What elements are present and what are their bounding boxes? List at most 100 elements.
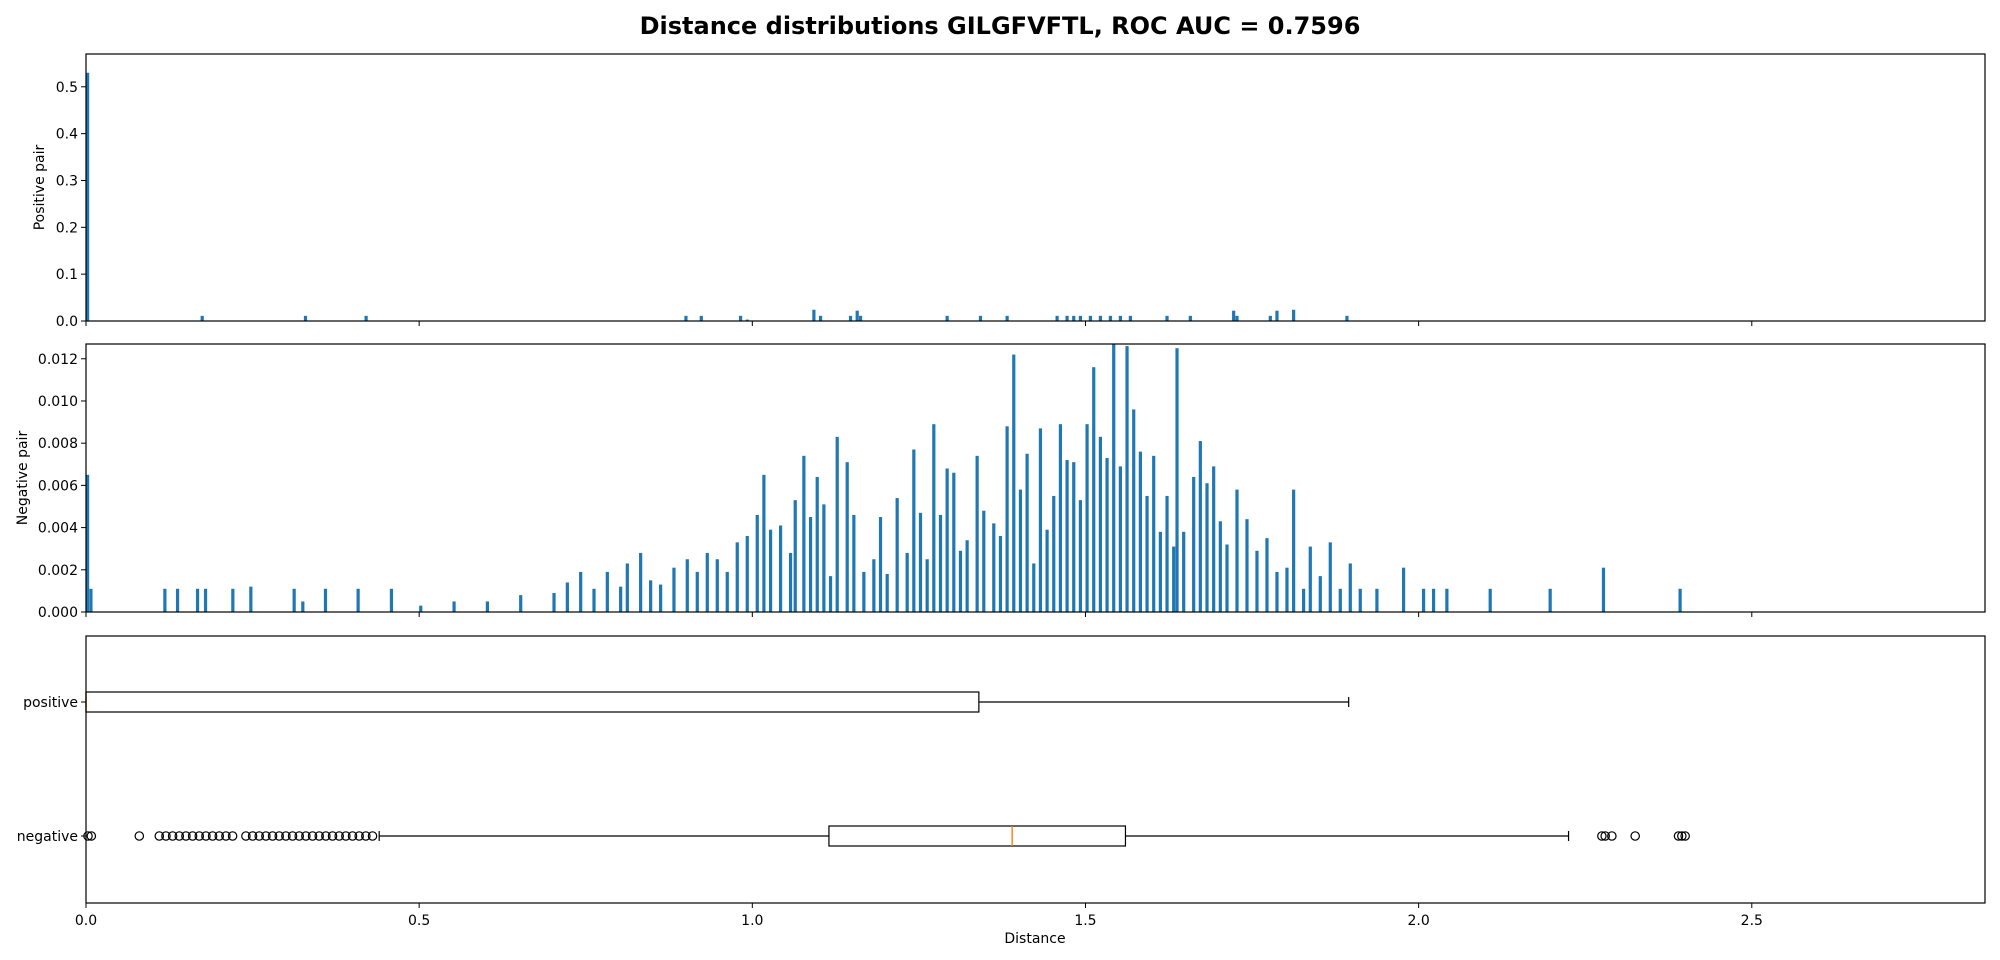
histogram-bar bbox=[1275, 571, 1279, 612]
histogram-bar bbox=[755, 514, 759, 612]
histogram-bar bbox=[579, 571, 583, 612]
histogram-bar bbox=[175, 588, 180, 612]
histogram-bar bbox=[855, 310, 859, 321]
histogram-bar bbox=[1192, 476, 1196, 612]
histogram-bar bbox=[1235, 489, 1239, 612]
histogram-bar bbox=[1098, 436, 1102, 612]
histogram-bar bbox=[835, 436, 839, 612]
histogram-bar bbox=[745, 536, 749, 612]
outlier-point bbox=[134, 831, 145, 841]
histogram-bar bbox=[301, 601, 305, 612]
histogram-bar bbox=[1421, 588, 1426, 612]
histogram-bar bbox=[1265, 538, 1269, 612]
outlier-point bbox=[294, 831, 305, 841]
histogram-bar bbox=[762, 474, 766, 612]
histogram-bar bbox=[1235, 315, 1239, 321]
histogram-bar bbox=[1205, 483, 1209, 612]
histogram-bar bbox=[885, 574, 889, 612]
histogram-bar bbox=[932, 424, 936, 612]
histogram-bar bbox=[845, 462, 849, 612]
outlier-point bbox=[221, 831, 231, 841]
histogram-bar bbox=[1138, 451, 1142, 612]
boxplot-positive bbox=[85, 691, 1350, 713]
histogram-bar bbox=[389, 588, 394, 612]
histogram-bar bbox=[249, 586, 253, 612]
histogram-bar bbox=[822, 504, 826, 612]
chart-title: Distance distributions GILGFVFTL, ROC AU… bbox=[639, 12, 1361, 40]
histogram-bar bbox=[1165, 315, 1169, 321]
histogram-bar bbox=[1025, 453, 1029, 612]
histogram-bar bbox=[1005, 315, 1009, 321]
histogram-bar bbox=[745, 319, 749, 321]
histogram-bar bbox=[452, 601, 456, 612]
histogram-bar bbox=[1092, 367, 1096, 612]
histogram-bar bbox=[1182, 531, 1186, 612]
histogram-bar bbox=[958, 550, 963, 612]
axes-frame bbox=[85, 53, 1986, 322]
histogram-bar bbox=[1175, 348, 1179, 612]
y-tick-label: 0.000 bbox=[38, 605, 78, 621]
histogram-bar bbox=[802, 455, 806, 612]
histogram-bar bbox=[1112, 344, 1116, 612]
outlier-point bbox=[1677, 831, 1687, 841]
y-axis-label: Negative pair bbox=[15, 431, 31, 526]
histogram-bar bbox=[1375, 588, 1379, 612]
outlier-point bbox=[261, 831, 271, 841]
histogram-bar bbox=[592, 588, 596, 612]
outlier-point bbox=[341, 831, 351, 841]
histogram-bar bbox=[1072, 462, 1076, 612]
outlier-point bbox=[367, 831, 378, 841]
histogram-bar bbox=[695, 571, 699, 612]
histogram-bar bbox=[1348, 563, 1352, 612]
histogram-bar bbox=[1285, 567, 1289, 612]
histogram-bar bbox=[828, 576, 833, 612]
histogram-bar bbox=[862, 571, 866, 612]
histogram-bar bbox=[895, 498, 899, 612]
histogram-bar bbox=[1328, 542, 1332, 612]
histogram-bar bbox=[725, 571, 729, 612]
histogram-bar bbox=[945, 468, 949, 612]
axes-frame bbox=[85, 635, 1986, 904]
histogram-bar bbox=[1018, 489, 1023, 612]
histogram-bar bbox=[998, 536, 1003, 612]
histogram-bar bbox=[872, 559, 876, 612]
y-tick-label: 0.1 bbox=[56, 267, 78, 283]
axes-frame bbox=[85, 343, 1986, 613]
histogram-bar bbox=[1085, 424, 1089, 612]
histogram-bar bbox=[419, 605, 423, 612]
histogram-bar bbox=[231, 588, 235, 612]
y-tick-label: 0.010 bbox=[38, 394, 78, 410]
histogram-bar bbox=[303, 315, 308, 321]
histogram-bar bbox=[1232, 310, 1236, 321]
histogram-bar bbox=[1118, 315, 1122, 321]
histogram-bar bbox=[1065, 315, 1069, 321]
histogram-bar bbox=[1072, 315, 1076, 321]
histogram-bar bbox=[1052, 495, 1056, 612]
histogram-bar bbox=[1401, 567, 1406, 612]
outlier-point bbox=[321, 831, 331, 841]
histogram-bar bbox=[195, 588, 200, 612]
outlier-point bbox=[354, 831, 364, 841]
histogram-bar bbox=[1318, 576, 1322, 612]
histogram-bar bbox=[1225, 544, 1229, 612]
histogram-bar bbox=[1292, 489, 1296, 612]
histogram-bar bbox=[519, 595, 523, 612]
histogram-bar bbox=[912, 449, 916, 612]
outlier-point bbox=[1607, 831, 1617, 841]
histogram-bar bbox=[200, 315, 204, 321]
histogram-bar bbox=[1132, 409, 1136, 612]
histogram-bar bbox=[1345, 315, 1349, 321]
histogram-bar bbox=[1275, 310, 1279, 321]
outlier-point bbox=[287, 831, 298, 841]
x-tick-label: 2.5 bbox=[1741, 913, 1763, 929]
histogram-bar bbox=[1245, 519, 1249, 612]
outlier-point bbox=[194, 831, 205, 841]
outlier-point bbox=[167, 831, 178, 841]
panel-2: 0.000 0.002 0.004 0.006 0.008 0.010 0.012 Negat… bbox=[15, 343, 1986, 621]
histogram-bar bbox=[1445, 588, 1449, 612]
histogram-bar bbox=[778, 525, 783, 612]
histogram-bar bbox=[1098, 315, 1102, 321]
category-label: negative bbox=[17, 829, 78, 845]
histogram-bar bbox=[1488, 588, 1492, 612]
y-tick-label: 0.5 bbox=[56, 80, 78, 96]
